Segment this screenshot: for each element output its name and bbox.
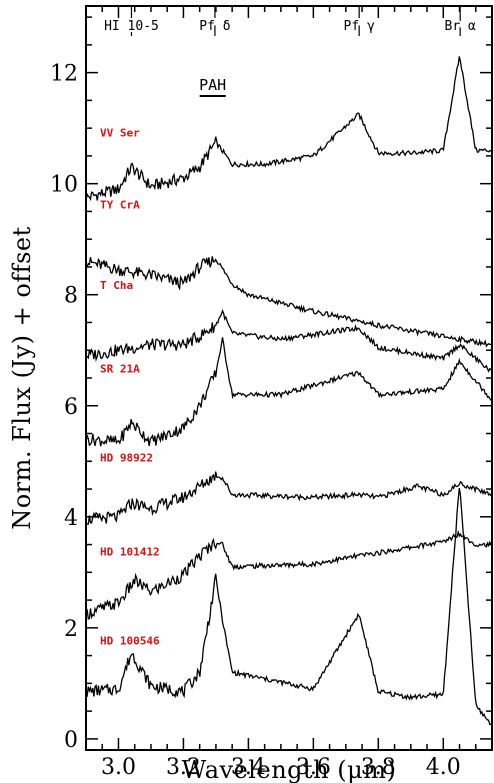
series-label: HD 98922 (100, 451, 153, 464)
y-axis-label: Norm. Flux (Jy) + offset (8, 226, 36, 530)
line-marker-label: Br α (445, 19, 476, 34)
x-tick-label: 3.4 (231, 755, 266, 780)
series-label: HD 100546 (100, 635, 160, 648)
series-label: T Cha (100, 279, 133, 292)
x-tick-label: 4.0 (426, 755, 461, 780)
y-tick-label: 8 (64, 284, 78, 309)
y-tick-label: 4 (64, 506, 78, 531)
y-tick-label: 2 (64, 617, 78, 642)
x-tick-label: 3.0 (101, 755, 136, 780)
labels-group: HI 10-5 Pf δ Pf γ Br α PAH VV Ser TY CrA T Cha S… (100, 6, 478, 648)
y-tick-label: 10 (50, 173, 78, 198)
series-line (85, 529, 493, 620)
line-marker-label: Pf δ (199, 19, 230, 34)
line-marker-label: Pf γ (344, 19, 375, 34)
x-tick-label: 3.2 (166, 755, 201, 780)
y-tick-label: 6 (64, 395, 78, 420)
series-label: HD 101412 (100, 546, 160, 559)
line-marker-label: HI 10-5 (104, 19, 159, 34)
axes-group: 3.0 3.2 3.4 3.6 3.8 4.0 0 2 4 6 8 10 12 (50, 5, 493, 780)
y-tick-label: 12 (50, 62, 78, 87)
y-tick-label: 0 (64, 728, 78, 753)
series-label: VV Ser (100, 126, 140, 139)
pah-label: PAH (199, 76, 226, 94)
series-label: SR 21A (100, 362, 140, 375)
series-line (85, 487, 493, 726)
series-line (85, 256, 493, 348)
x-tick-label: 3.8 (361, 755, 396, 780)
series-line (85, 471, 493, 526)
series-line (85, 337, 493, 447)
x-axis-label: Wavelength (μm) (182, 756, 397, 783)
series-group (85, 56, 493, 726)
series-line (85, 309, 493, 373)
series-label: TY CrA (100, 199, 140, 212)
x-tick-label: 3.6 (296, 755, 331, 780)
series-line (85, 56, 493, 202)
